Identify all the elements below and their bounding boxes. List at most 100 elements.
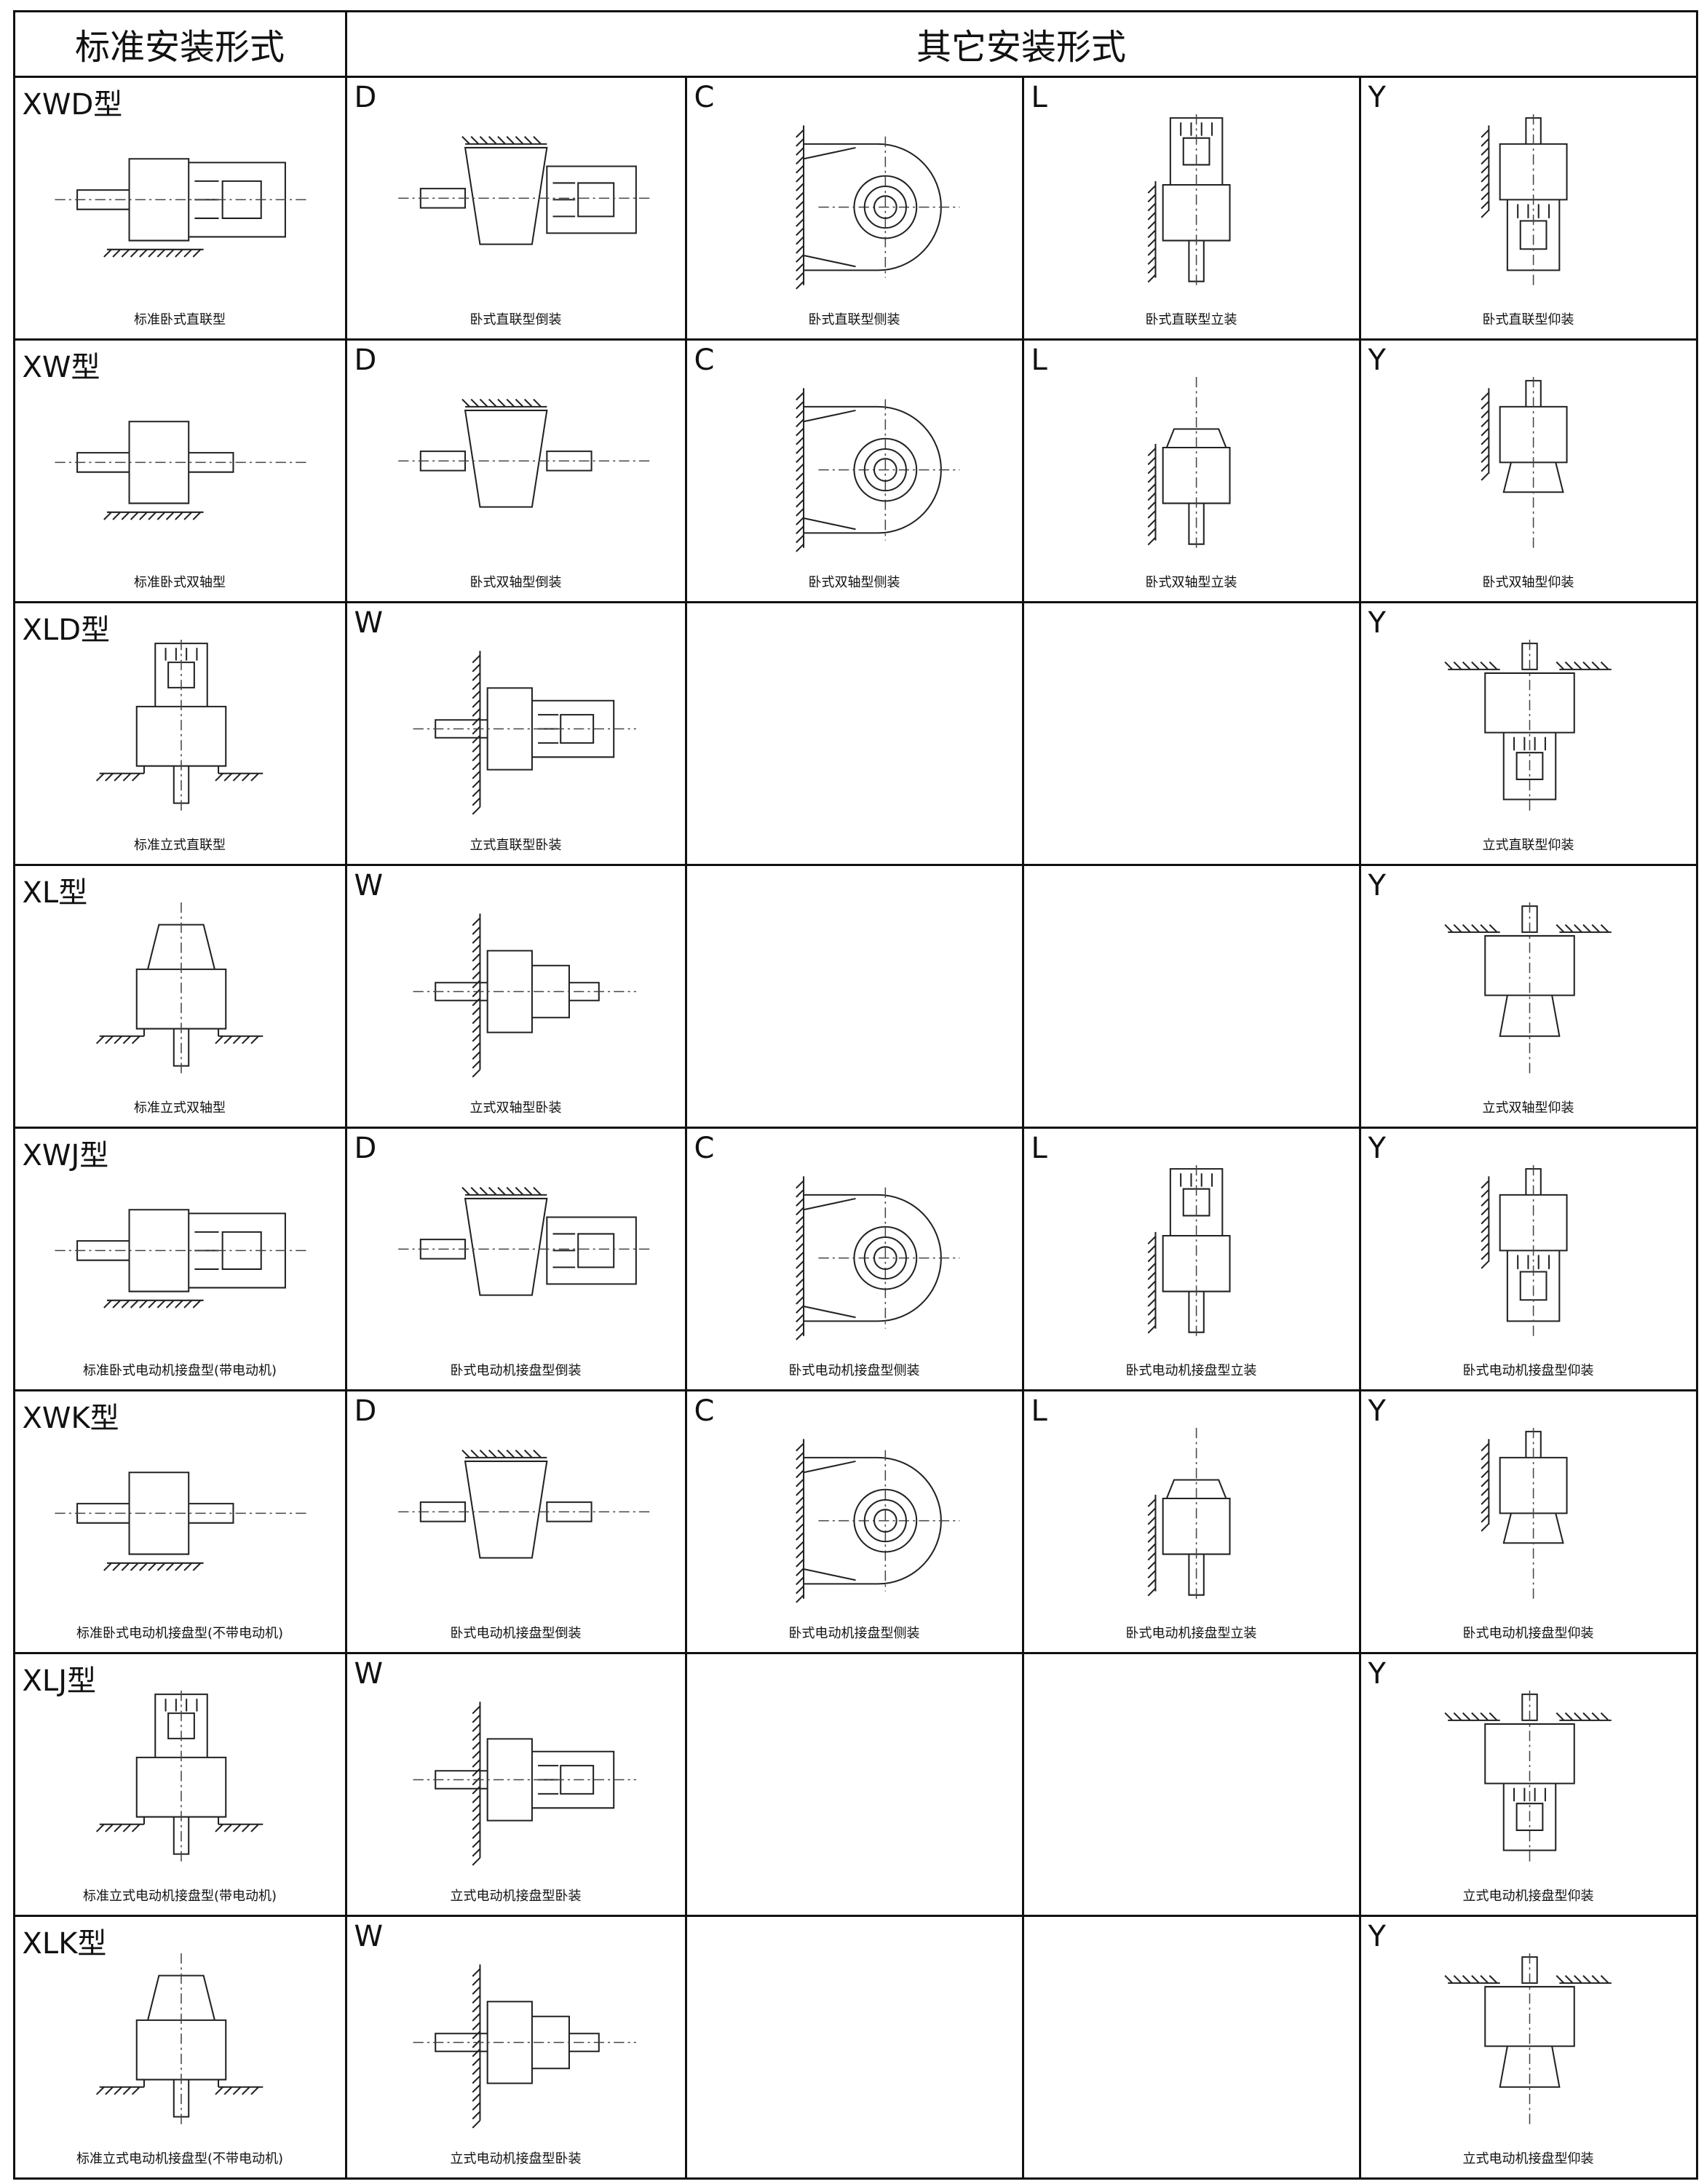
mounting-cell: D 卧式电动机接盘型倒装 xyxy=(344,1126,687,1391)
mounting-cell: Y 卧式直联型仰装 xyxy=(1358,75,1698,341)
mounting-caption: 卧式直联型侧装 xyxy=(808,311,900,327)
mounting-caption: 标准立式电动机接盘型(不带电动机) xyxy=(76,2151,284,2167)
mounting-cell: Y 卧式电动机接盘型仰装 xyxy=(1358,1126,1698,1391)
empty-cell xyxy=(1021,863,1361,1129)
mounting-code: L xyxy=(1031,343,1047,377)
mounting-cell: XW型 标准卧式双轴型 xyxy=(12,338,347,603)
mounting-cell: L 卧式电动机接盘型立装 xyxy=(1021,1389,1361,1654)
mounting-cell: XLK型标准立式电动机接盘型(不带电动机) xyxy=(12,1914,347,2180)
mounting-cell: D 卧式双轴型倒装 xyxy=(344,338,687,603)
mounting-sketch xyxy=(397,135,651,245)
mounting-code: C xyxy=(694,80,715,114)
mounting-sketch xyxy=(413,650,636,815)
mounting-code: L xyxy=(1031,1394,1047,1428)
mounting-sketch xyxy=(413,913,636,1078)
mounting-sketch xyxy=(54,1471,308,1571)
mounting-caption: 卧式直联型仰装 xyxy=(1482,311,1574,327)
mounting-sketch xyxy=(1480,1164,1568,1340)
mounting-caption: 标准卧式电动机接盘型(带电动机) xyxy=(82,1362,277,1378)
mounting-code: XW型 xyxy=(22,350,100,384)
header-cell: 标准安装形式 xyxy=(12,9,347,78)
mounting-caption: 卧式电动机接盘型仰装 xyxy=(1462,1362,1594,1378)
mounting-sketch xyxy=(795,1438,959,1603)
mounting-code: Y xyxy=(1368,1919,1386,1953)
mounting-cell: W 立式电动机接盘型卧装 xyxy=(344,1651,687,1917)
mounting-cell: Y 卧式电动机接盘型仰装 xyxy=(1358,1389,1698,1654)
mounting-caption: 卧式电动机接盘型侧装 xyxy=(788,1625,920,1641)
empty-cell xyxy=(684,600,1024,866)
mounting-cell: W 立式直联型卧装 xyxy=(344,600,687,866)
mounting-caption: 卧式双轴型侧装 xyxy=(808,574,900,590)
mounting-sketch xyxy=(1147,1164,1231,1340)
empty-cell xyxy=(1021,1914,1361,2180)
mounting-sketch xyxy=(413,1701,636,1866)
mounting-sketch xyxy=(1480,1427,1568,1603)
mounting-cell: L 卧式电动机接盘型立装 xyxy=(1021,1126,1361,1391)
mounting-code: XLK型 xyxy=(22,1926,107,1961)
mounting-caption: 卧式双轴型倒装 xyxy=(469,574,562,590)
mounting-code: XLD型 xyxy=(22,613,111,647)
mounting-caption: 立式双轴型卧装 xyxy=(469,1100,562,1116)
mounting-cell: Y 卧式双轴型仰装 xyxy=(1358,338,1698,603)
mounting-code: W xyxy=(354,605,384,640)
mounting-sketch xyxy=(1147,1427,1231,1603)
mounting-cell: Y 立式双轴型仰装 xyxy=(1358,863,1698,1129)
mounting-sketch xyxy=(1443,1953,1612,2128)
mounting-caption: 立式电动机接盘型仰装 xyxy=(1462,1888,1594,1904)
mounting-cell: Y 立式电动机接盘型仰装 xyxy=(1358,1914,1698,2180)
mounting-sketch xyxy=(795,124,959,290)
mounting-cell: Y 立式直联型仰装 xyxy=(1358,600,1698,866)
empty-cell xyxy=(684,863,1024,1129)
mounting-sketch xyxy=(795,387,959,552)
mounting-code: D xyxy=(354,1394,377,1428)
mounting-caption: 立式直联型卧装 xyxy=(469,837,562,853)
mounting-sketch xyxy=(1480,114,1568,289)
mounting-caption: 卧式电动机接盘型倒装 xyxy=(450,1625,582,1641)
mounting-sketch xyxy=(54,157,308,258)
mounting-code: C xyxy=(694,1131,715,1165)
mounting-caption: 卧式双轴型立装 xyxy=(1145,574,1237,590)
mounting-code: XWD型 xyxy=(22,87,123,122)
mounting-code: W xyxy=(354,1919,384,1953)
mounting-sketch xyxy=(1443,639,1612,814)
mounting-cell: Y 立式电动机接盘型仰装 xyxy=(1358,1651,1698,1917)
mounting-caption: 卧式双轴型仰装 xyxy=(1482,574,1574,590)
mounting-sketch xyxy=(397,1186,651,1296)
mounting-code: Y xyxy=(1368,605,1386,640)
mounting-caption: 卧式电动机接盘型侧装 xyxy=(788,1362,920,1378)
mounting-caption: 卧式电动机接盘型立装 xyxy=(1125,1625,1257,1641)
mounting-cell: D 卧式直联型倒装 xyxy=(344,75,687,341)
mounting-code: Y xyxy=(1368,343,1386,377)
mounting-caption: 立式电动机接盘型仰装 xyxy=(1462,2151,1594,2167)
mounting-code: XLJ型 xyxy=(22,1664,96,1698)
mounting-sketch xyxy=(1443,902,1612,1077)
mounting-cell: W 立式双轴型卧装 xyxy=(344,863,687,1129)
mounting-code: D xyxy=(354,80,377,114)
mounting-caption: 卧式直联型立装 xyxy=(1145,311,1237,327)
mounting-sketch xyxy=(1147,376,1231,552)
empty-cell xyxy=(1021,600,1361,866)
mounting-code: Y xyxy=(1368,1656,1386,1691)
mounting-code: W xyxy=(354,868,384,902)
mounting-cell: XL型 标准立式双轴型 xyxy=(12,863,347,1129)
mounting-cell: XWJ型 标准卧式电动机接盘型(带电动机) xyxy=(12,1126,347,1391)
mounting-code: C xyxy=(694,343,715,377)
mounting-code: D xyxy=(354,343,377,377)
mounting-code: Y xyxy=(1368,1394,1386,1428)
mounting-sketch xyxy=(95,1690,263,1865)
mounting-sketch xyxy=(1147,114,1231,289)
mounting-cell: L 卧式直联型立装 xyxy=(1021,75,1361,341)
header-cell: 其它安装形式 xyxy=(344,9,1698,78)
mounting-code: Y xyxy=(1368,1131,1386,1165)
mounting-sketch xyxy=(1480,376,1568,552)
mounting-sketch xyxy=(397,1449,651,1559)
mounting-sketch xyxy=(1443,1690,1612,1865)
mounting-caption: 立式双轴型仰装 xyxy=(1482,1100,1574,1116)
mounting-sketch xyxy=(95,1953,263,2128)
mounting-caption: 卧式电动机接盘型立装 xyxy=(1125,1362,1257,1378)
mounting-sketch xyxy=(795,1175,959,1341)
mounting-cell: C 卧式电动机接盘型侧装 xyxy=(684,1389,1024,1654)
mounting-caption: 立式电动机接盘型卧装 xyxy=(450,2151,582,2167)
mounting-cell: D 卧式电动机接盘型倒装 xyxy=(344,1389,687,1654)
empty-cell xyxy=(684,1914,1024,2180)
